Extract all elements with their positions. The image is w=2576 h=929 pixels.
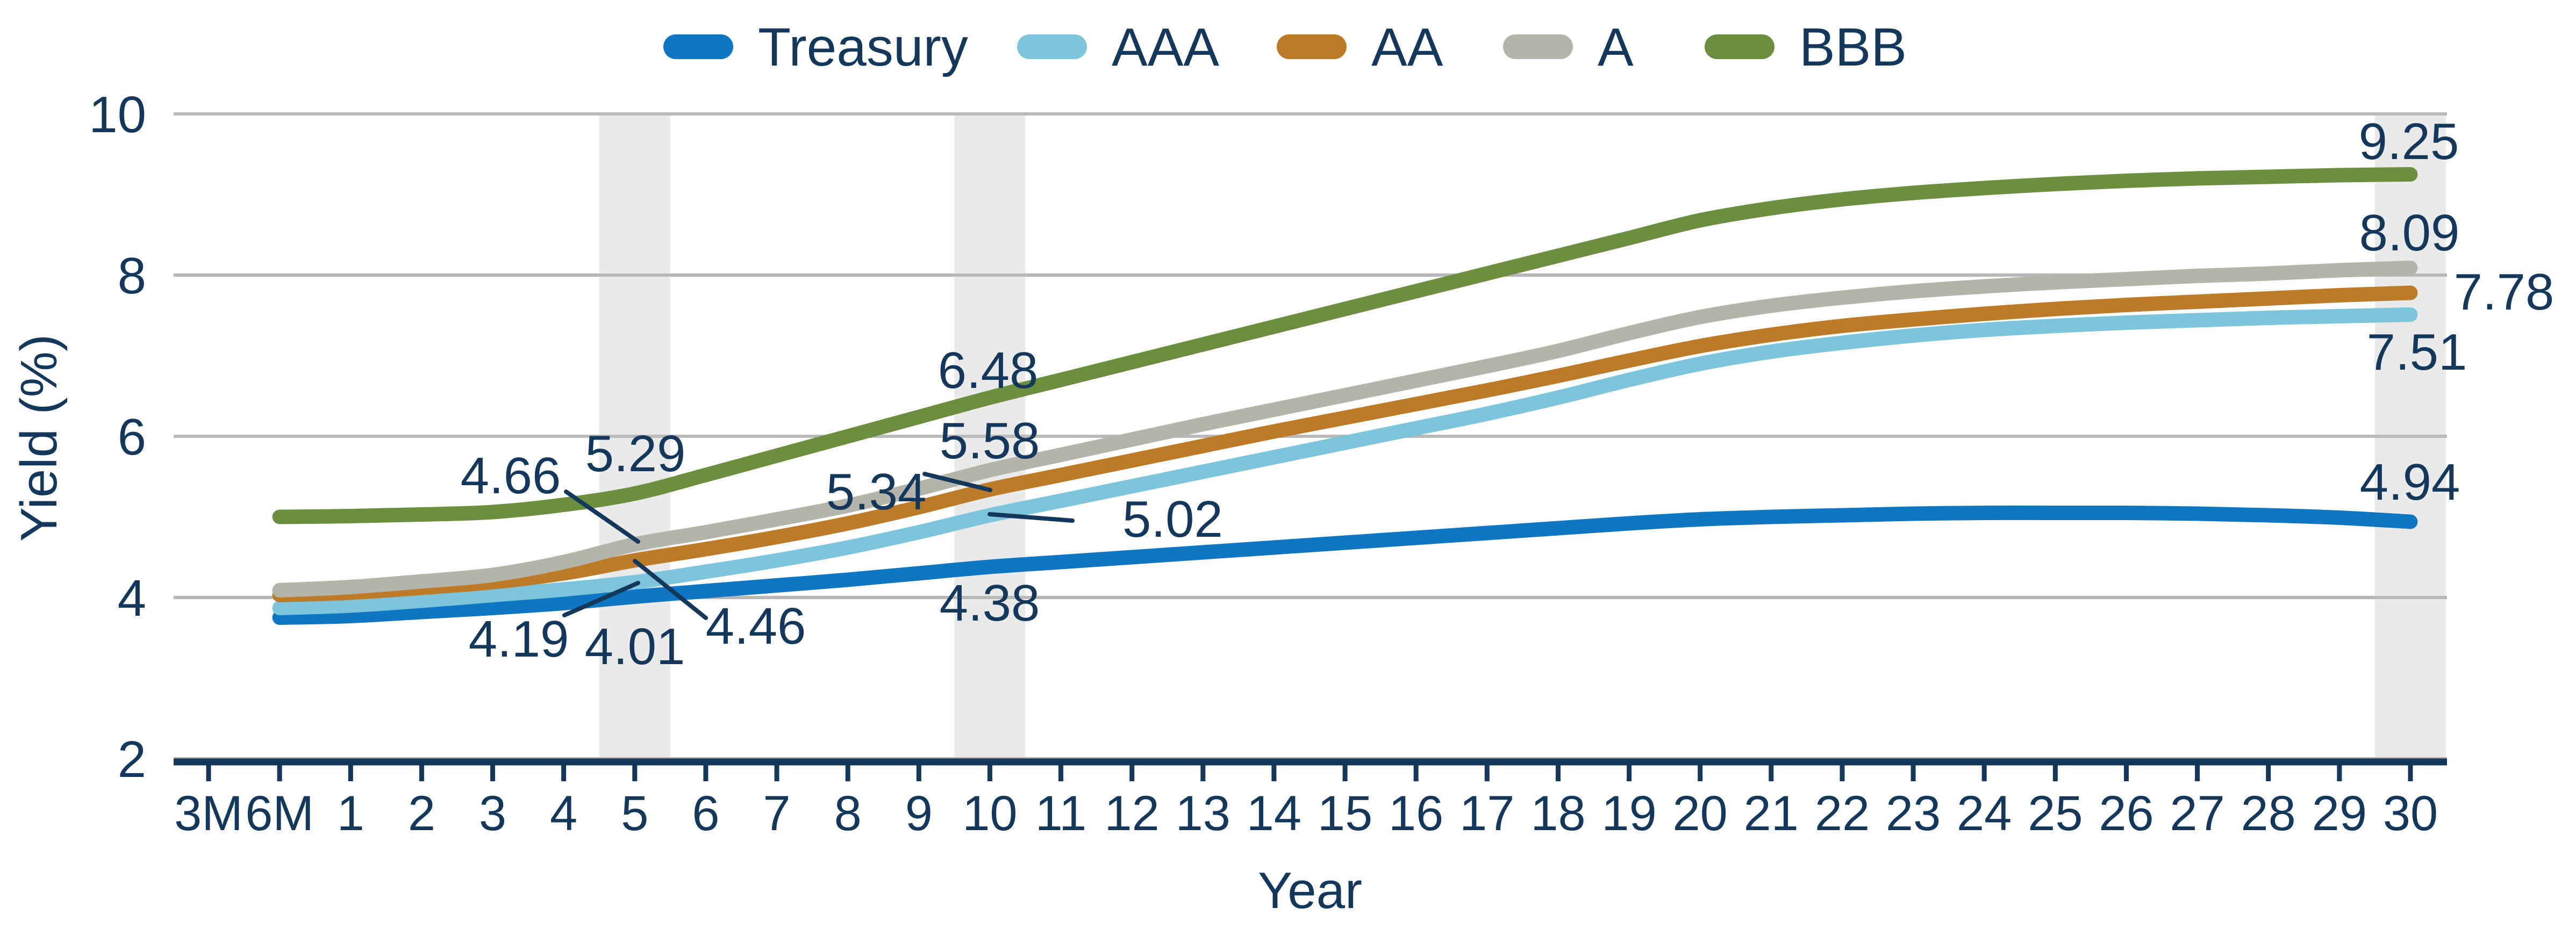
x-tick-label-17: 17 xyxy=(1459,786,1514,841)
legend-swatch-aaa xyxy=(1017,34,1087,59)
legend-label-a: A xyxy=(1598,17,1634,77)
x-tick-label-9: 9 xyxy=(905,786,933,841)
x-tick-label-21: 21 xyxy=(1744,786,1799,841)
legend-label-treasury: Treasury xyxy=(758,17,968,77)
data-label-aa-5y: 4.46 xyxy=(706,597,806,655)
leader-line-5.34 xyxy=(922,472,992,492)
x-tick-label-7: 7 xyxy=(763,786,790,841)
leader-line-4.46 xyxy=(633,559,708,620)
legend-label-aaa: AAA xyxy=(1112,17,1219,77)
data-label-a-5y: 4.66 xyxy=(461,447,561,505)
data-label-bbb-5y: 5.29 xyxy=(585,425,686,482)
x-tick-label-2: 2 xyxy=(408,786,435,841)
x-tick-label-26: 26 xyxy=(2099,786,2153,841)
x-tick-label-11: 11 xyxy=(1035,786,1087,841)
x-tick-label-3: 3 xyxy=(479,786,506,841)
data-label-a-30y: 8.09 xyxy=(2359,204,2460,262)
x-tick-label-22: 22 xyxy=(1815,786,1870,841)
x-tick-label-12: 12 xyxy=(1105,786,1160,841)
x-tick-label-15: 15 xyxy=(1318,786,1372,841)
data-label-aa-30y: 7.78 xyxy=(2454,263,2554,321)
leader-line-4.66 xyxy=(564,489,640,544)
legend-label-aa: AA xyxy=(1371,17,1443,77)
x-tick-label-14: 14 xyxy=(1247,786,1301,841)
series-line-a xyxy=(272,261,2418,597)
x-tick-label-19: 19 xyxy=(1601,786,1656,841)
x-tick-label-6M: 6M xyxy=(245,786,314,841)
x-tick-label-30: 30 xyxy=(2383,786,2438,841)
data-label-bbb-10y: 6.48 xyxy=(938,342,1039,399)
x-tick-label-23: 23 xyxy=(1886,786,1941,841)
legend-swatch-a xyxy=(1503,34,1573,59)
data-label-treasury-10y: 4.38 xyxy=(940,574,1040,632)
x-tick-label-6: 6 xyxy=(692,786,719,841)
data-label-aaa-30y: 7.51 xyxy=(2367,323,2467,381)
y-axis-title: Yield (%) xyxy=(10,334,68,542)
y-tick-label-6: 6 xyxy=(118,408,146,466)
x-tick-label-13: 13 xyxy=(1176,786,1230,841)
x-tick-label-24: 24 xyxy=(1957,786,2012,841)
legend-label-bbb: BBB xyxy=(1799,17,1907,77)
series-line-treasury xyxy=(272,505,2418,625)
data-label-treasury-30y: 4.94 xyxy=(2360,453,2460,511)
x-tick-label-3M: 3M xyxy=(174,786,243,841)
y-tick-label-10: 10 xyxy=(89,86,146,143)
leader-line-4.19 xyxy=(562,581,640,617)
x-tick-label-25: 25 xyxy=(2028,786,2083,841)
x-tick-label-10: 10 xyxy=(962,786,1017,841)
y-tick-label-4: 4 xyxy=(118,570,146,627)
x-tick-label-1: 1 xyxy=(337,786,364,841)
x-axis-title: Year xyxy=(1258,862,1362,919)
x-tick-label-29: 29 xyxy=(2312,786,2367,841)
data-label-bbb-30y: 9.25 xyxy=(2359,113,2459,170)
data-label-treasury-5y: 4.01 xyxy=(585,618,685,675)
legend-swatch-aa xyxy=(1277,34,1347,59)
data-label-aaa-5y: 4.19 xyxy=(469,610,569,668)
x-tick-label-27: 27 xyxy=(2170,786,2224,841)
series-line-bbb xyxy=(272,167,2418,524)
y-tick-label-2: 2 xyxy=(118,731,146,788)
data-label-aa-10y: 5.34 xyxy=(826,463,927,521)
data-label-aaa-10y: 5.02 xyxy=(1122,491,1223,548)
x-tick-label-18: 18 xyxy=(1530,786,1585,841)
x-tick-label-16: 16 xyxy=(1389,786,1443,841)
x-tick-label-28: 28 xyxy=(2241,786,2296,841)
x-tick-label-5: 5 xyxy=(621,786,648,841)
legend-swatch-treasury xyxy=(663,34,733,59)
x-tick-label-20: 20 xyxy=(1673,786,1728,841)
data-label-a-10y: 5.58 xyxy=(940,412,1040,470)
x-tick-label-4: 4 xyxy=(550,786,577,841)
legend-swatch-bbb xyxy=(1705,34,1774,59)
y-tick-label-8: 8 xyxy=(118,247,146,305)
leader-line-5.02 xyxy=(988,512,1075,523)
x-tick-label-8: 8 xyxy=(834,786,862,841)
